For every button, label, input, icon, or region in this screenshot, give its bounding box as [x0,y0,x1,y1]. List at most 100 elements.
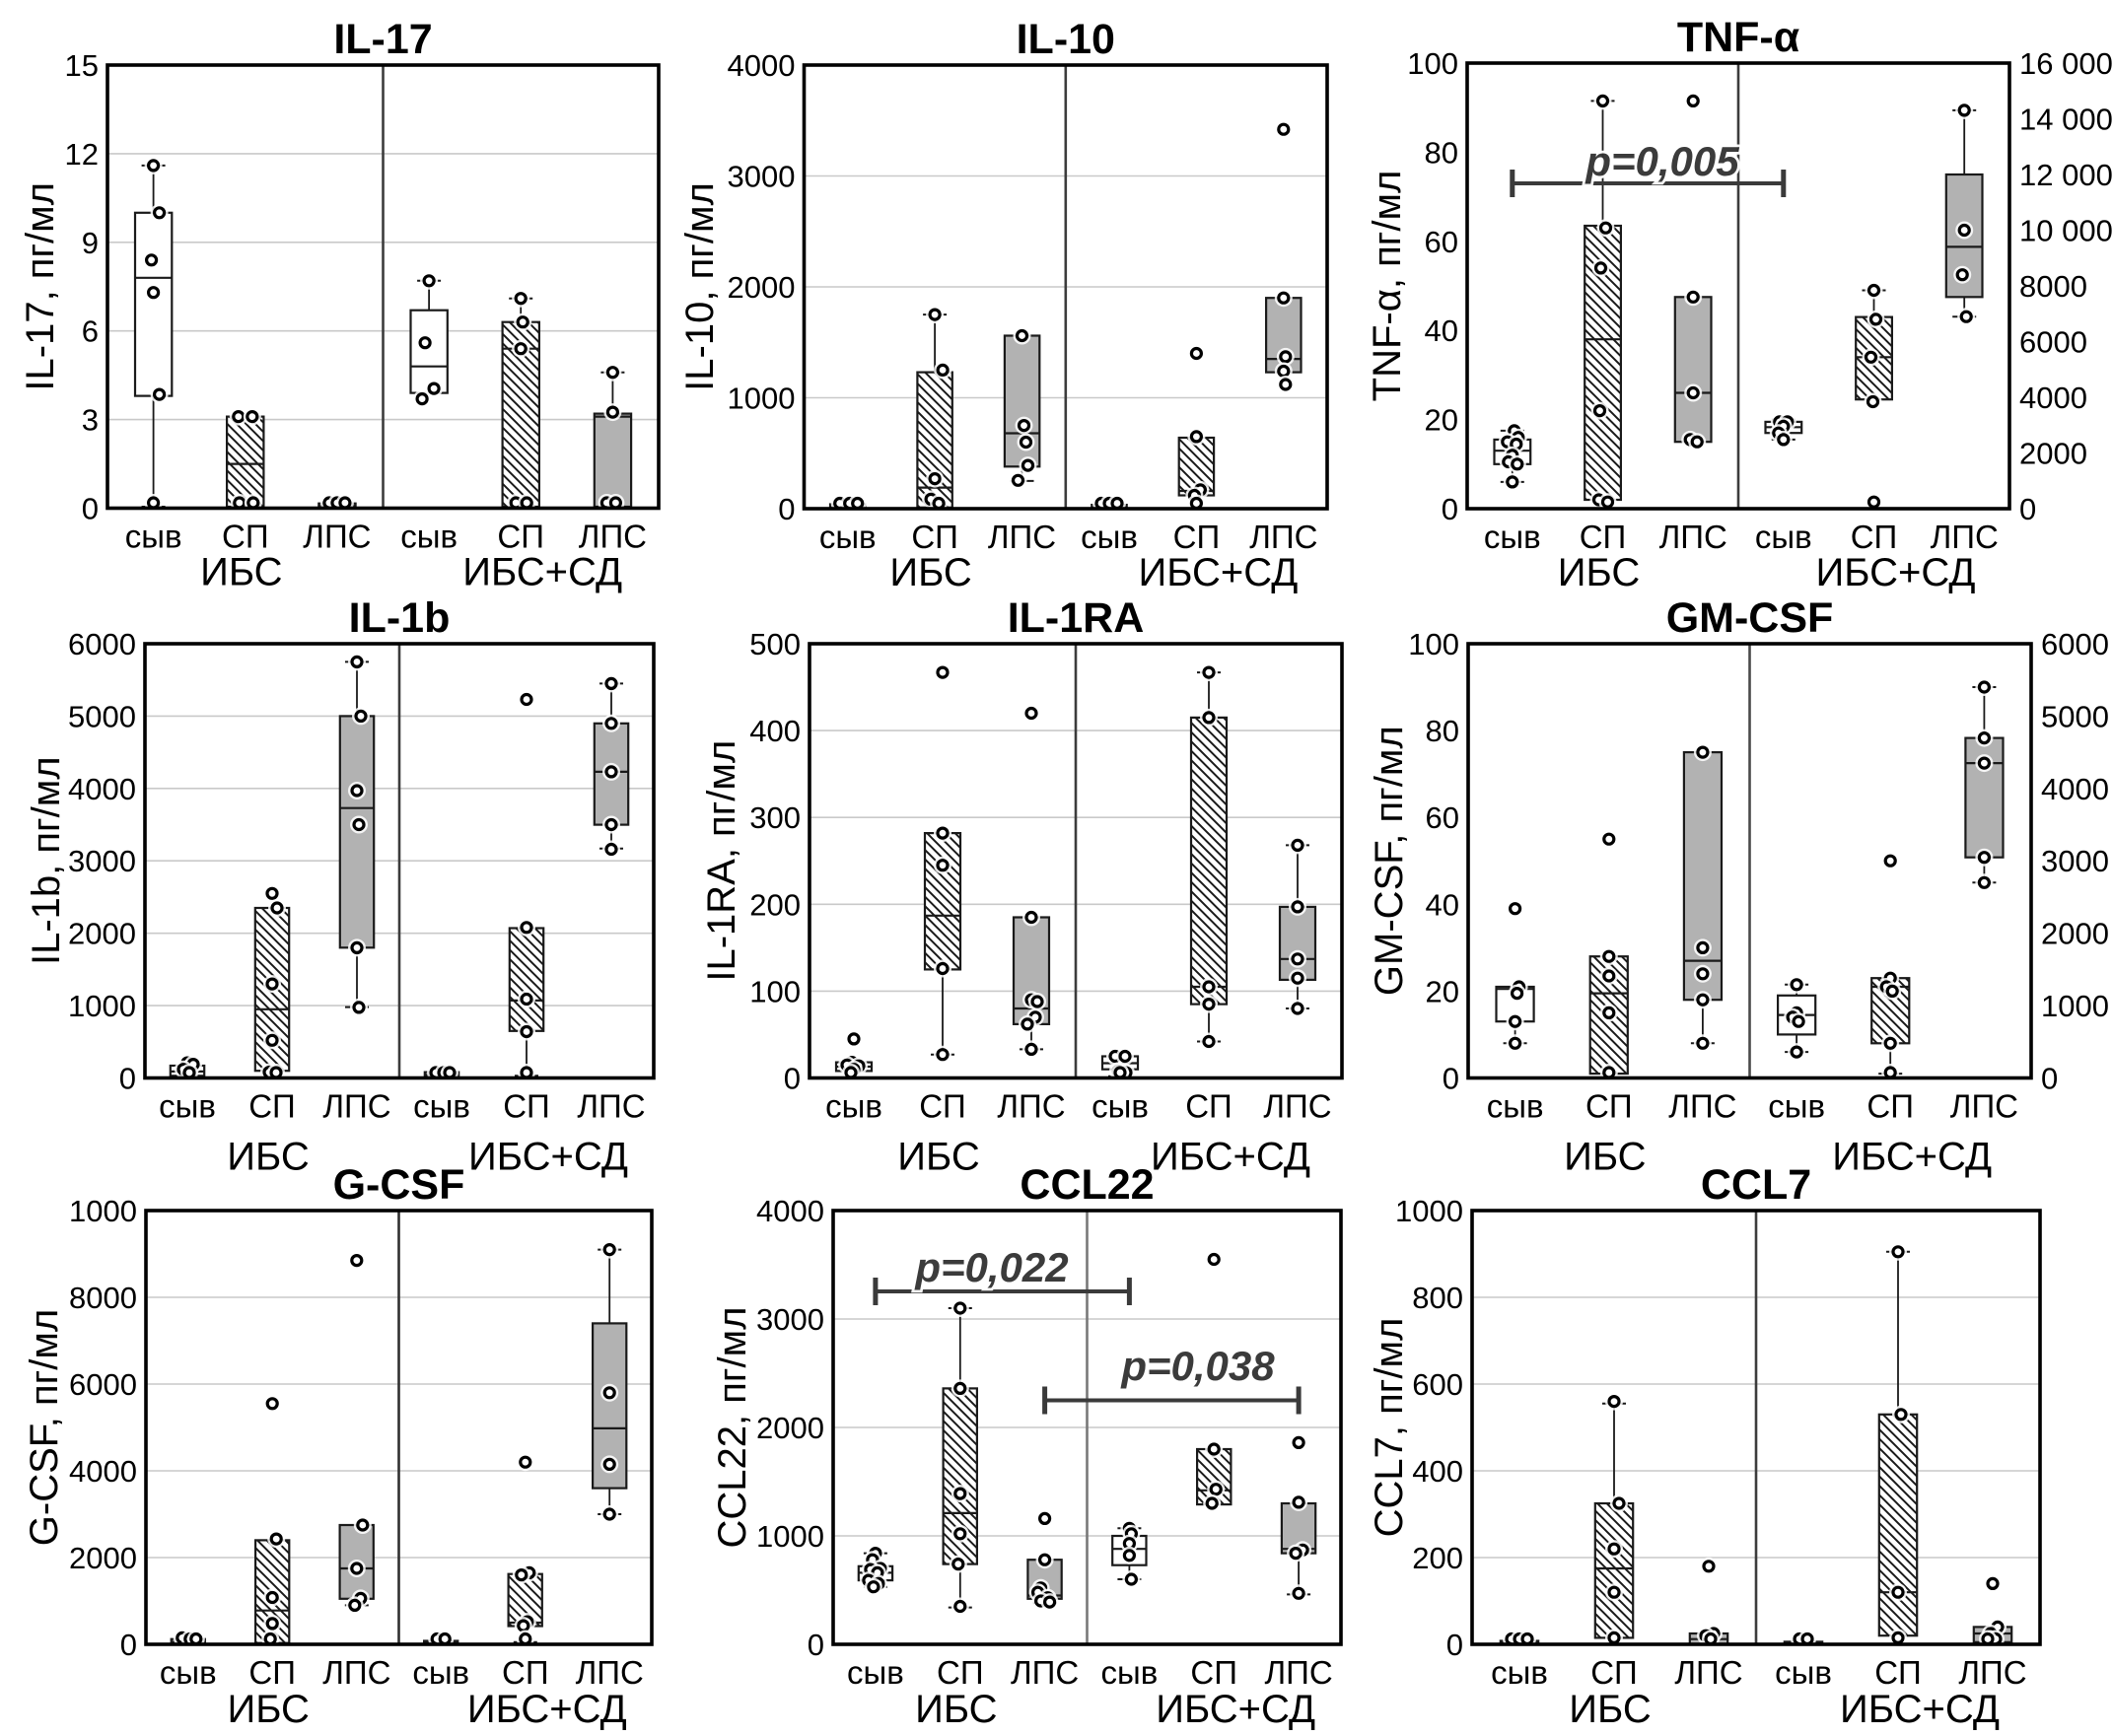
svg-text:СП: СП [1585,1088,1633,1125]
svg-text:6000: 6000 [2041,627,2109,661]
svg-text:ЛПС: ЛПС [1264,1654,1332,1691]
svg-text:сыв: сыв [159,1088,216,1125]
svg-text:500: 500 [749,627,801,661]
svg-text:ИБС: ИБС [1569,1688,1651,1731]
svg-text:2000: 2000 [2019,437,2087,471]
svg-text:TNF-α: TNF-α [1677,14,1799,61]
svg-text:0: 0 [120,1628,137,1662]
svg-text:IL-17, пг/мл: IL-17, пг/мл [19,182,62,391]
svg-text:4000: 4000 [69,1454,137,1489]
svg-text:800: 800 [1412,1281,1463,1315]
svg-text:ЛПС: ЛПС [576,1654,644,1691]
svg-text:3000: 3000 [756,1302,824,1337]
svg-text:СП: СП [919,1088,966,1125]
svg-text:8000: 8000 [2019,269,2087,304]
svg-text:2000: 2000 [756,1411,824,1445]
svg-text:15: 15 [65,48,99,83]
svg-text:CCL7, пг/мл: CCL7, пг/мл [1368,1318,1411,1538]
svg-text:ИБС: ИБС [889,551,971,594]
svg-text:ЛПС: ЛПС [577,1088,645,1125]
svg-text:6000: 6000 [68,627,136,661]
svg-text:ЛПС: ЛПС [322,1088,390,1125]
svg-text:ИБС: ИБС [227,1136,309,1179]
svg-text:200: 200 [1412,1541,1463,1575]
svg-text:сыв: сыв [1755,519,1812,555]
svg-text:6: 6 [82,314,99,349]
svg-text:12 000: 12 000 [2019,158,2113,192]
svg-text:p=0,022: p=0,022 [914,1244,1068,1290]
svg-text:1000: 1000 [68,989,136,1023]
svg-text:9: 9 [82,226,99,260]
svg-text:G-CSF: G-CSF [333,1161,465,1209]
svg-text:сыв: сыв [1101,1654,1159,1691]
svg-text:СП: СП [1185,1088,1233,1125]
svg-text:ИБС: ИБС [200,551,282,594]
svg-text:ЛПС: ЛПС [1659,519,1727,555]
svg-text:3000: 3000 [68,844,136,878]
svg-text:20: 20 [1425,403,1458,438]
svg-text:2000: 2000 [69,1541,137,1575]
svg-text:0: 0 [1446,1628,1463,1662]
svg-text:ИБС+СД: ИБС+СД [1816,551,1976,594]
svg-text:GM-CSF, пг/мл: GM-CSF, пг/мл [1368,726,1411,996]
svg-text:2000: 2000 [728,270,796,305]
svg-text:2000: 2000 [2041,917,2109,951]
svg-text:IL-10, пг/мл: IL-10, пг/мл [678,182,722,391]
svg-text:СП: СП [1190,1654,1237,1691]
svg-text:600: 600 [1412,1367,1463,1402]
svg-text:СП: СП [1173,519,1221,555]
svg-text:СП: СП [911,519,958,555]
svg-text:0: 0 [808,1628,824,1662]
svg-text:CCL22: CCL22 [1020,1161,1154,1209]
svg-text:сыв: сыв [1491,1654,1548,1691]
svg-text:100: 100 [749,974,801,1008]
svg-text:ИБС: ИБС [227,1688,309,1731]
svg-text:сыв: сыв [1092,1088,1149,1125]
svg-text:400: 400 [1412,1454,1463,1489]
svg-text:ИБС+СД: ИБС+СД [1151,1136,1310,1179]
svg-text:0: 0 [2019,492,2036,526]
svg-text:IL-1b, пг/мл: IL-1b, пг/мл [25,756,68,965]
svg-text:СП: СП [248,1654,296,1691]
svg-text:0: 0 [2041,1062,2058,1096]
svg-text:сыв: сыв [1487,1088,1544,1125]
svg-text:ЛПС: ЛПС [988,519,1056,555]
svg-text:6000: 6000 [69,1367,137,1402]
svg-text:3000: 3000 [2041,844,2109,878]
svg-text:ЛПС: ЛПС [322,1654,390,1691]
svg-text:0: 0 [1442,492,1458,526]
svg-text:ИБС+СД: ИБС+СД [1156,1688,1315,1731]
svg-text:ЛПС: ЛПС [303,519,371,555]
svg-text:СП: СП [502,1654,549,1691]
svg-text:20: 20 [1426,974,1459,1008]
svg-text:IL-10: IL-10 [1017,16,1115,63]
svg-text:сыв: сыв [413,1088,470,1125]
svg-text:ЛПС: ЛПС [1674,1654,1742,1691]
svg-text:300: 300 [749,800,801,835]
svg-text:1000: 1000 [1395,1194,1463,1228]
svg-text:СП: СП [222,519,269,555]
svg-text:СП: СП [1851,519,1898,555]
svg-text:400: 400 [749,714,801,748]
svg-text:3: 3 [82,403,99,438]
svg-text:сыв: сыв [847,1654,904,1691]
svg-text:1000: 1000 [69,1194,137,1228]
svg-text:5000: 5000 [68,699,136,733]
svg-text:60: 60 [1426,800,1459,835]
svg-text:ИБС: ИБС [897,1136,979,1179]
svg-text:GM-CSF: GM-CSF [1666,594,1834,642]
svg-text:4000: 4000 [728,48,796,83]
svg-text:CCL22, пг/мл: CCL22, пг/мл [711,1307,754,1549]
svg-text:G-CSF, пг/мл: G-CSF, пг/мл [23,1309,66,1546]
svg-text:80: 80 [1426,714,1459,748]
svg-text:16 000: 16 000 [2019,46,2113,81]
svg-text:сыв: сыв [1484,519,1541,555]
svg-text:60: 60 [1425,225,1458,259]
svg-text:сыв: сыв [400,519,458,555]
svg-text:сыв: сыв [819,519,877,555]
svg-text:4000: 4000 [2041,772,2109,806]
svg-text:СП: СП [937,1654,984,1691]
svg-text:0: 0 [778,492,795,526]
svg-text:СП: СП [503,1088,550,1125]
svg-text:ЛПС: ЛПС [1958,1654,2026,1691]
